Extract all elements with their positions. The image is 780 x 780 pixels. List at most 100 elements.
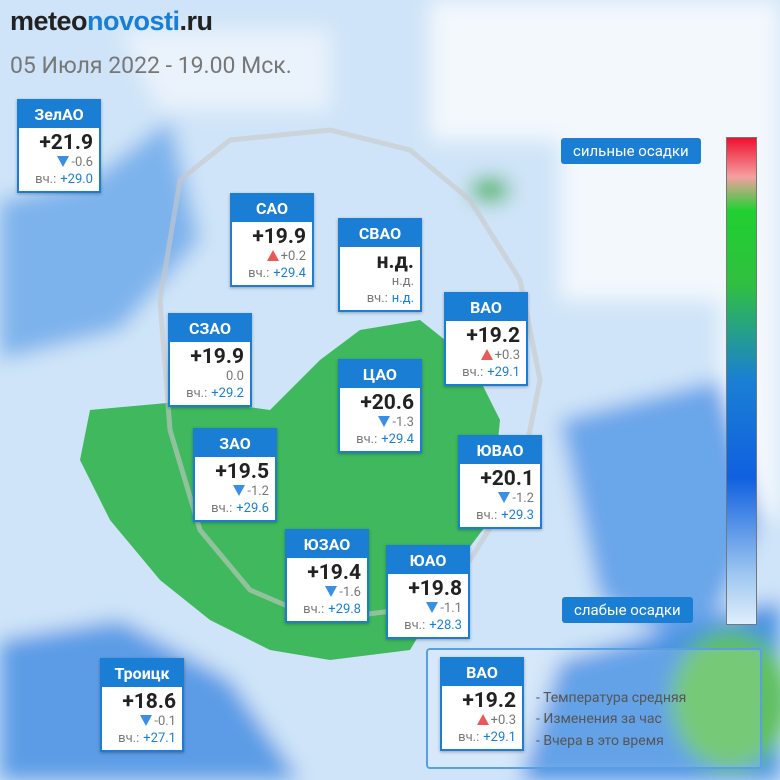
district-card[interactable]: САО +19.9 +0.2 вч.: +29.4 <box>230 193 314 287</box>
logo[interactable]: meteonovosti.ru <box>10 6 213 37</box>
district-card[interactable]: ЗАО +19.5 -1.2 вч.: +29.6 <box>193 428 277 522</box>
district-card[interactable]: ЮЗАО +19.4 -1.6 вч.: +29.8 <box>285 529 369 623</box>
yesterday-label: вч.: <box>476 508 498 523</box>
yesterday-label: вч.: <box>248 266 270 281</box>
down-arrow <box>498 492 511 503</box>
hourly-change: 0.0 <box>225 369 244 384</box>
district-card[interactable]: ЮВАО +20.1 -1.2 вч.: +29.3 <box>458 435 542 529</box>
color-scale <box>726 137 757 625</box>
legend-item: - Температура средняя <box>536 690 687 706</box>
down-arrow <box>426 602 439 613</box>
hourly-change: -0.6 <box>71 155 93 170</box>
down-arrow <box>325 586 338 597</box>
district-name: ЮЗАО <box>287 531 367 558</box>
yesterday-label: вч.: <box>118 731 140 746</box>
yesterday-label: вч.: <box>303 602 325 617</box>
scale-bottom-label: слабые осадки <box>562 597 693 623</box>
change-row: -1.2 <box>195 484 275 501</box>
district-card[interactable]: Троицк +18.6 -0.1 вч.: +27.1 <box>100 658 184 752</box>
yesterday-row: вч.: +29.1 <box>446 365 526 384</box>
yesterday-temp: +29.2 <box>211 386 244 401</box>
hourly-change: -1.6 <box>339 585 361 600</box>
change-row: 0.0 <box>170 369 250 386</box>
temperature: +19.2 <box>466 324 520 348</box>
down-arrow <box>378 416 391 427</box>
district-card[interactable]: ЦАО +20.6 -1.3 вч.: +29.4 <box>338 359 422 453</box>
logo-part: novosti <box>87 6 180 36</box>
hourly-change: -1.3 <box>392 415 414 430</box>
yesterday-temp: +27.1 <box>143 731 176 746</box>
district-name: ЗелАО <box>19 101 99 128</box>
up-arrow <box>480 349 493 360</box>
yesterday-temp: +29.6 <box>236 501 269 516</box>
yesterday-row: вч.: +29.4 <box>340 432 420 451</box>
yesterday-label: вч.: <box>462 365 484 380</box>
district-card[interactable]: ВАО +19.2 +0.3 вч.: +29.1 <box>444 292 528 386</box>
district-card[interactable]: ВАО +19.2 +0.3 вч.: +29.1 <box>440 657 524 751</box>
yesterday-row: вч.: +29.0 <box>19 172 99 191</box>
change-row: -1.6 <box>287 585 367 602</box>
hourly-change: -1.2 <box>247 484 269 499</box>
change-row: +0.3 <box>446 348 526 365</box>
up-arrow <box>476 714 489 725</box>
district-name: ЦАО <box>340 361 420 388</box>
district-name: СВАО <box>340 220 420 247</box>
change-row: -0.1 <box>102 714 182 731</box>
up-arrow <box>266 250 279 261</box>
district-name: ЗАО <box>195 430 275 457</box>
yesterday-row: вч.: +29.4 <box>232 266 312 285</box>
district-name: ВАО <box>446 294 526 321</box>
date: 05 Июля 2022 - 19.00 Мск. <box>10 52 292 79</box>
temperature: +19.4 <box>307 561 361 585</box>
change-row: -1.2 <box>460 491 540 508</box>
district-card[interactable]: СЗАО +19.9 0.0 вч.: +29.2 <box>168 313 252 407</box>
temperature: +19.9 <box>252 225 306 249</box>
yesterday-row: вч.: +28.3 <box>388 618 468 637</box>
yesterday-temp: +29.1 <box>483 730 516 745</box>
yesterday-temp: +29.4 <box>273 266 306 281</box>
yesterday-label: вч.: <box>35 172 57 187</box>
yesterday-temp: н.д. <box>391 291 414 306</box>
down-arrow <box>140 715 153 726</box>
district-name: ЮАО <box>388 547 468 574</box>
hourly-change: +0.2 <box>280 249 306 264</box>
yesterday-row: вч.: +29.8 <box>287 602 367 621</box>
yesterday-temp: +28.3 <box>429 618 462 633</box>
yesterday-label: вч.: <box>458 730 480 745</box>
district-name: ВАО <box>442 659 522 686</box>
district-name: Троицк <box>102 660 182 687</box>
district-card[interactable]: СВАО н.д. н.д. вч.: н.д. <box>338 218 422 312</box>
district-card[interactable]: ЮАО +19.8 -1.1 вч.: +28.3 <box>386 545 470 639</box>
hourly-change: -0.1 <box>154 714 176 729</box>
logo-part: meteo <box>10 6 88 36</box>
district-name: ЮВАО <box>460 437 540 464</box>
hourly-change: +0.3 <box>494 348 520 363</box>
change-row: +0.3 <box>442 713 522 730</box>
yesterday-label: вч.: <box>356 432 378 447</box>
yesterday-row: вч.: +29.6 <box>195 501 275 520</box>
change-row: -0.6 <box>19 155 99 172</box>
legend-item: - Изменения за час <box>536 711 662 727</box>
yesterday-label: вч.: <box>404 618 426 633</box>
change-row: н.д. <box>340 274 420 291</box>
hourly-change: н.д. <box>391 274 414 289</box>
yesterday-row: вч.: +29.3 <box>460 508 540 527</box>
logo-part: .ru <box>179 6 214 36</box>
temperature: +19.2 <box>462 689 516 713</box>
scale-top-label: сильные осадки <box>561 138 701 164</box>
district-card[interactable]: ЗелАО +21.9 -0.6 вч.: +29.0 <box>17 99 101 193</box>
temperature: +19.5 <box>215 460 269 484</box>
hourly-change: -1.2 <box>512 491 534 506</box>
change-row: +0.2 <box>232 249 312 266</box>
change-row: -1.1 <box>388 601 468 618</box>
temperature: +18.6 <box>122 690 176 714</box>
change-row: -1.3 <box>340 415 420 432</box>
down-arrow <box>233 485 246 496</box>
yesterday-label: вч.: <box>186 386 208 401</box>
yesterday-temp: +29.0 <box>60 172 93 187</box>
district-name: СЗАО <box>170 315 250 342</box>
hourly-change: -1.1 <box>440 601 462 616</box>
yesterday-temp: +29.4 <box>381 432 414 447</box>
district-name: САО <box>232 195 312 222</box>
